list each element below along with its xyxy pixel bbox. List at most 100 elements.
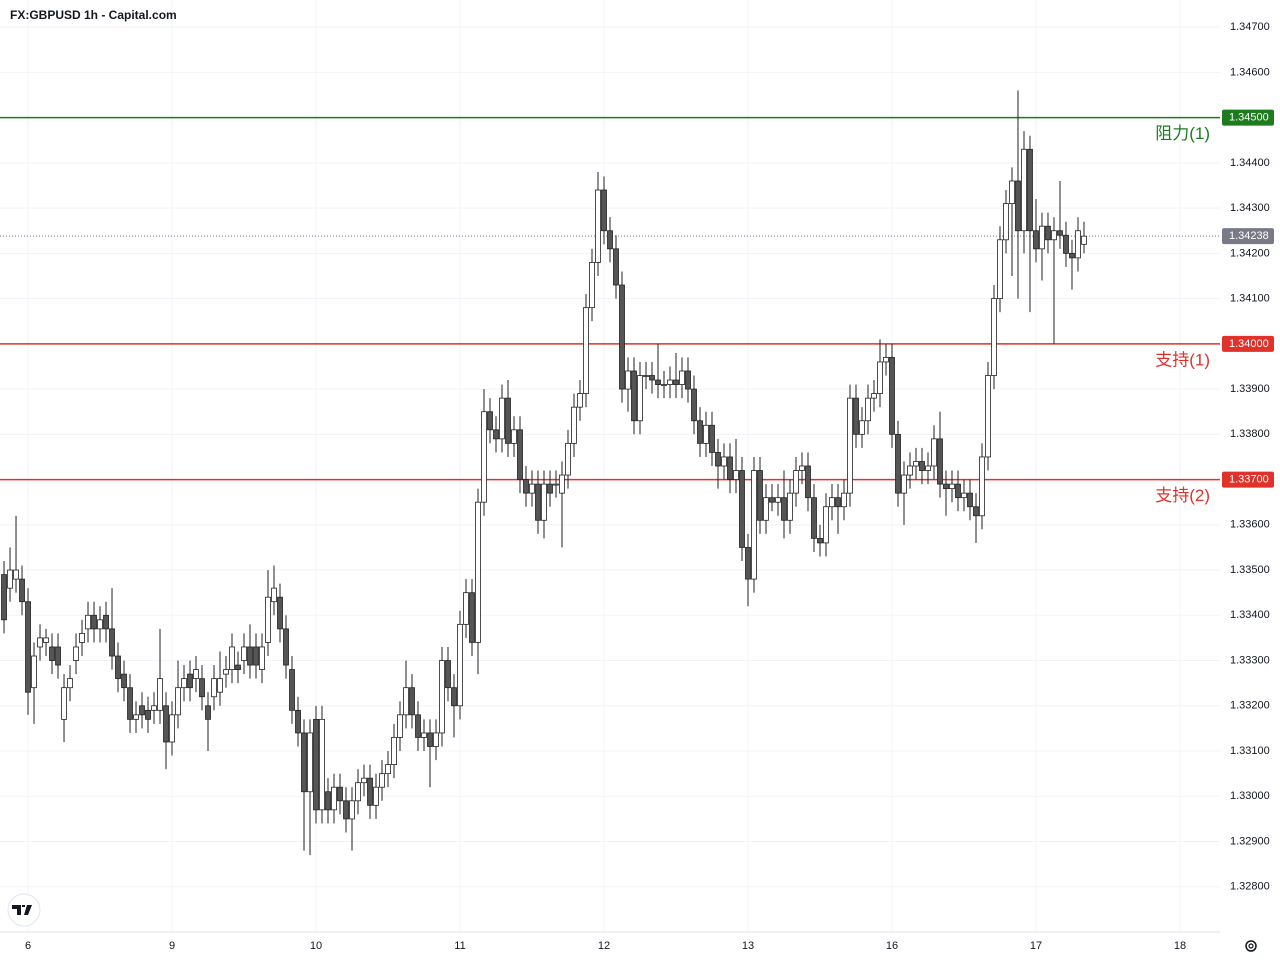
candle-body [445,660,451,689]
candle-body [967,492,973,508]
y-tick-label: 1.33200 [1230,700,1270,712]
levels: 1.34238 1.34500 阻力(1) 1.34000 支持(1) 1.33700 支持… [0,109,1274,505]
candle-body [499,397,505,440]
candle-body [67,678,73,689]
candle-body [775,497,781,503]
candle-body [469,592,475,643]
candle-body [889,357,895,435]
candle-body [115,655,121,680]
y-tick-label: 1.33000 [1230,790,1270,802]
candle-body [871,393,877,399]
candle-body [745,547,751,580]
candle-body [985,375,991,458]
axes: 1.32800 1.32900 1.33000 1.33100 1.33200 1.333… [0,21,1270,952]
candle-body [151,705,157,711]
x-tick-label: 10 [310,940,322,952]
x-tick-label: 9 [169,940,175,952]
candle-body [535,483,541,521]
tradingview-logo [7,893,41,927]
candle-body [1015,180,1021,232]
x-tick-label: 16 [886,940,898,952]
candle-body [25,601,31,693]
candle-body [1039,225,1045,250]
candle-body [751,470,757,580]
candle-body [865,397,871,422]
level-tag-label: 1.34000 [1229,338,1269,350]
candle-body [421,732,427,738]
candle-body [1051,230,1057,241]
candle-body [37,637,43,648]
candle-body [529,483,535,494]
candle-body [259,646,265,670]
candle-body [661,384,667,386]
candle-body [841,492,847,508]
candle-body [85,614,91,630]
candle-body [553,483,559,486]
candle-body [367,777,373,806]
candle-body [175,687,181,716]
candle-body [577,393,583,408]
candle-body [451,687,457,707]
x-tick-label: 13 [742,940,754,952]
candle-body [877,361,883,395]
candle-body [217,678,223,693]
candle-body [355,782,361,802]
candle-body [49,646,55,661]
candle-body [991,298,997,376]
candle-body [547,483,553,494]
y-tick-label: 1.33100 [1230,745,1270,757]
candle-body [937,438,943,485]
level-tag [1222,471,1274,488]
y-tick-label: 1.34700 [1230,21,1270,33]
candle-body [679,370,685,385]
candle-body [907,465,913,476]
last-price-tag [1222,228,1274,245]
candle-body [145,709,151,720]
candle-body [559,474,565,494]
candle-body [853,397,859,435]
candle-body [517,429,523,480]
candle-body [943,483,949,490]
x-tick-label: 18 [1174,940,1186,952]
candle-body [325,791,331,811]
candles [1,90,1087,856]
candle-body [271,587,277,603]
candle-body [1,574,7,621]
candle-body [205,705,211,720]
candle-body [403,687,409,716]
candle-body [643,375,649,377]
candle-body [43,637,49,643]
candle-body [1075,230,1081,259]
candle-body [1033,230,1039,250]
candle-body [925,465,931,471]
candle-body [31,655,37,689]
candle-body [427,732,433,747]
candle-body [637,375,643,422]
settings-icon[interactable] [1245,940,1257,952]
level-name: 支持(1) [1155,350,1210,369]
candle-body [235,664,241,670]
candle-body [523,479,529,494]
candle-body [541,483,547,521]
candle-body [223,669,229,675]
candle-body [829,497,835,508]
candle-body [955,483,961,499]
candle-body [913,461,919,467]
candle-body [601,189,607,232]
candle-body [13,569,19,580]
candle-body [73,646,79,661]
candle-body [247,646,253,666]
candle-body [91,614,97,630]
candle-body [691,388,697,422]
candle-body [265,596,271,643]
candle-body [763,497,769,521]
candle-body [1069,252,1075,259]
candle-body [823,506,829,544]
candle-body [385,764,391,775]
candle-body [187,673,193,689]
candle-body [457,623,463,707]
candle-body [625,370,631,390]
candle-body [337,786,343,802]
candle-body [883,357,889,363]
candle-body [253,646,259,666]
